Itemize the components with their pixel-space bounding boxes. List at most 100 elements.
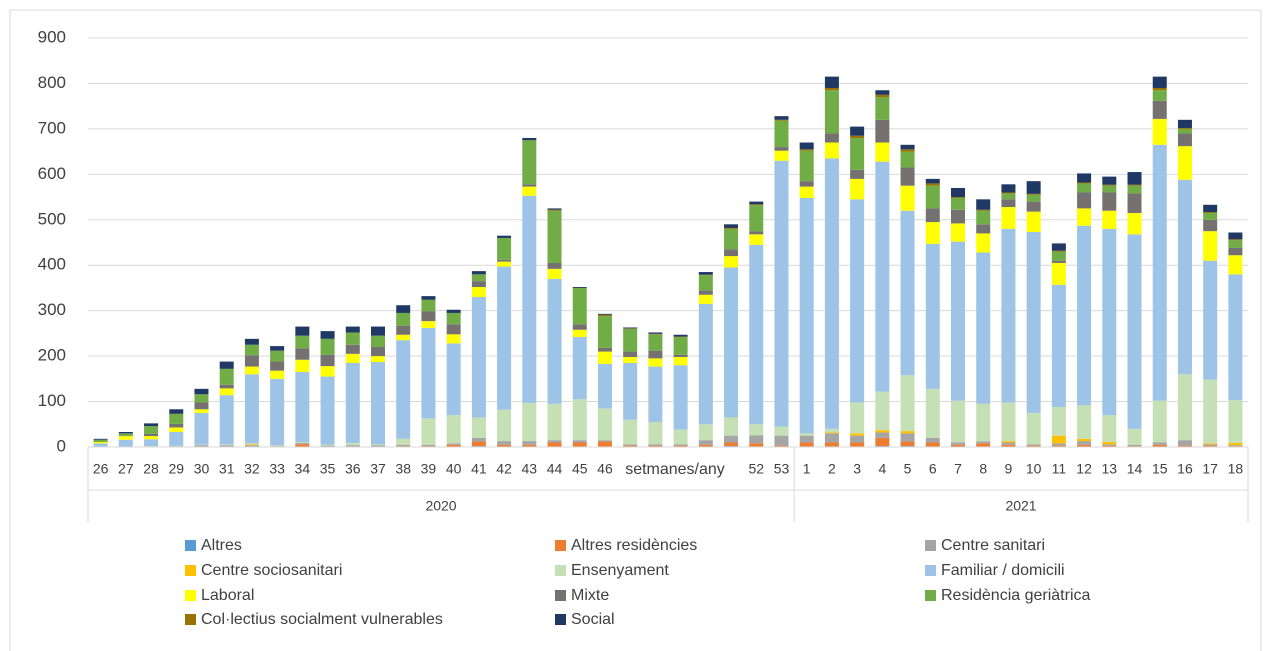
bar-segment (623, 362, 638, 420)
bar-segment (799, 197, 814, 434)
bar-segment (547, 208, 562, 210)
bar-segment (1026, 181, 1041, 194)
bar-segment (345, 332, 360, 345)
bar-segment (875, 161, 890, 392)
bar-segment (1102, 184, 1117, 186)
bar-segment (1077, 405, 1092, 439)
bar-segment (1177, 445, 1192, 447)
bar-segment (875, 97, 890, 120)
bar-segment (774, 120, 789, 148)
bar-segment (1001, 228, 1016, 403)
bar-segment (1051, 445, 1066, 447)
bar-segment (144, 423, 159, 427)
bar-segment (774, 147, 789, 151)
bar-segment (900, 433, 915, 442)
bar-segment (850, 433, 865, 436)
bar-segment (1001, 184, 1016, 193)
bar-segment (673, 337, 688, 355)
bar-segment (522, 137, 537, 141)
bar-segment (774, 160, 789, 427)
bar-segment (1051, 407, 1066, 436)
bar-segment (572, 442, 587, 447)
bar-segment (1077, 225, 1092, 406)
bar-segment (295, 372, 310, 443)
bar-segment (951, 223, 965, 242)
bar-segment (396, 334, 411, 341)
bar-segment (1228, 445, 1243, 447)
bar-segment (270, 346, 285, 351)
bar-segment (1026, 201, 1041, 212)
bar-segment (497, 237, 512, 260)
bar-segment (875, 430, 890, 433)
bar-segment (749, 205, 764, 232)
bar-segment (169, 427, 184, 433)
bar-segment (1228, 240, 1243, 248)
bar-segment (951, 197, 965, 198)
bar-segment (623, 351, 638, 358)
x-tick-label: 39 (421, 461, 437, 477)
bar-segment (673, 445, 688, 447)
bar-segment (1026, 444, 1041, 446)
bar-segment (951, 444, 965, 447)
bar-segment (951, 209, 965, 224)
bar-segment (345, 362, 360, 443)
bar-segment (749, 231, 764, 235)
x-tick-label: 1 (803, 461, 811, 477)
bar-segment (1228, 255, 1243, 275)
bar-segment (1152, 444, 1167, 447)
bar-segment (421, 299, 436, 312)
bar-segment (421, 418, 436, 445)
x-tick-label: 43 (522, 461, 538, 477)
bar-segment (1152, 76, 1167, 88)
bar-segment (1102, 210, 1117, 229)
bar-segment (522, 402, 537, 442)
legend-swatch (925, 540, 936, 551)
bar-segment (623, 419, 638, 445)
x-tick-label: 30 (194, 461, 210, 477)
bar-segment (1001, 207, 1016, 229)
bar-segment (219, 445, 234, 447)
bar-segment (93, 438, 108, 440)
bar-segment (698, 303, 713, 425)
bar-segment (371, 356, 385, 363)
bar-segment (144, 426, 159, 434)
bar-segment (244, 445, 259, 447)
bar-segment (799, 435, 814, 443)
bar-segment (118, 439, 133, 447)
x-tick-label: 46 (597, 461, 613, 477)
bar-segment (194, 445, 209, 447)
bar-segment (774, 435, 789, 446)
legend-label: Altres residències (571, 537, 697, 554)
bar-segment (951, 442, 965, 445)
bar-segment (925, 437, 940, 443)
x-tick-label: 44 (547, 461, 563, 477)
bar-segment (446, 444, 461, 447)
bar-segment (295, 444, 310, 447)
bar-segment (497, 444, 512, 447)
bar-segment (497, 235, 512, 238)
bar-segment (194, 402, 209, 410)
bar-segment (93, 443, 108, 447)
x-tick-label: 4 (878, 461, 886, 477)
bar-segment (1203, 204, 1218, 213)
bar-segment (1051, 260, 1066, 263)
legend-swatch (185, 540, 196, 551)
bar-segment (799, 150, 814, 182)
x-tick-label: 5 (904, 461, 912, 477)
x-tick-label: 41 (471, 461, 487, 477)
bar-segment (219, 361, 234, 369)
bar-segment (648, 445, 663, 447)
bar-segment (1203, 212, 1218, 213)
bar-segment (471, 281, 486, 288)
x-tick-label: 33 (269, 461, 285, 477)
bar-segment (371, 326, 385, 336)
bar-segment (900, 375, 915, 432)
bar-segment (1177, 179, 1192, 375)
bar-segment (925, 243, 940, 389)
bar-segment (244, 443, 259, 445)
legend-label: Mixte (571, 587, 609, 604)
bar-segment (421, 327, 436, 419)
bar-segment (1228, 274, 1243, 401)
bar-segment (1228, 247, 1243, 256)
bar-segment (169, 413, 184, 424)
